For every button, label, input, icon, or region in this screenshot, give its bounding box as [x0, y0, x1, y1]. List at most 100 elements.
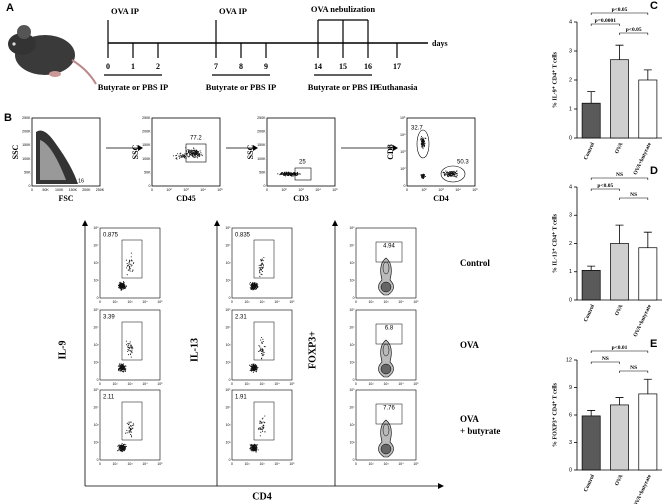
event-dot [286, 171, 288, 173]
event-dot [199, 150, 201, 152]
flow-tick-label: 0 [151, 188, 153, 192]
event-dot [287, 174, 289, 176]
event-dot [188, 156, 190, 158]
y-tick-label: 1 [569, 106, 572, 112]
flow-tick-label: 10³ [260, 462, 266, 466]
flow-plot: 0 10² 10³ 10⁴ 10⁵ 0 10² 10³ 10⁴ 10⁵ 7.76 [349, 388, 419, 466]
flow-tick-label: 10² [369, 462, 375, 466]
event-dot [255, 366, 257, 368]
event-dot [249, 282, 251, 284]
event-dot [452, 174, 454, 176]
flow-tick-label: 10⁴ [398, 300, 404, 304]
y-tick-label: 2 [569, 241, 572, 247]
flow-tick-label: 10⁴ [349, 405, 355, 409]
event-dot [261, 348, 264, 350]
day-label: 16 [364, 62, 372, 71]
event-dot [447, 173, 449, 175]
event-dot [130, 350, 132, 352]
gate-value: 2.11 [103, 395, 115, 401]
event-dot [121, 370, 123, 372]
flow-tick-label: 0 [97, 378, 99, 382]
event-dot [421, 145, 423, 147]
flow-tick-label: 10⁴ [349, 325, 355, 329]
event-dot [262, 430, 264, 432]
flow-tick-label: 10² [281, 188, 287, 192]
event-dot [121, 447, 123, 450]
flow-axis-label: FSC [58, 194, 73, 203]
event-dot [296, 171, 298, 173]
flow-tick-label: 10⁴ [200, 188, 206, 192]
flow-tick-label: 10² [113, 462, 119, 466]
event-dot [250, 369, 252, 371]
event-dot [123, 443, 125, 445]
event-dot [122, 281, 125, 283]
event-dot [256, 285, 258, 287]
flow-tick-label: 10³ [226, 343, 232, 347]
event-dot [125, 267, 128, 269]
flow-tick-label: 0 [404, 184, 406, 188]
density-core [40, 140, 66, 180]
flow-axis-label: CD3 [293, 194, 309, 203]
event-dot [120, 286, 122, 288]
event-dot [118, 287, 120, 289]
event-dot [262, 355, 264, 357]
gate [121, 239, 143, 279]
event-dot [129, 431, 131, 433]
event-dot [196, 153, 199, 155]
event-dot [252, 283, 254, 285]
event-dot [131, 264, 133, 266]
event-dot [191, 149, 193, 151]
event-dot [262, 264, 265, 266]
flow-tick-label: 10² [245, 300, 251, 304]
y-tick-label: 4 [569, 19, 572, 25]
event-dot [261, 342, 264, 344]
event-dot [122, 286, 125, 288]
event-dot [447, 171, 449, 174]
event-dot [297, 173, 299, 175]
x-tick-label: OVA+butyrate [633, 473, 653, 504]
event-dot [253, 443, 255, 445]
event-dot [119, 446, 121, 448]
event-dot [130, 356, 132, 358]
event-dot [253, 365, 255, 367]
event-dot [425, 176, 427, 178]
event-dot [121, 283, 123, 285]
x-tick-label: OVA [614, 474, 624, 487]
flow-tick-label: 10³ [260, 382, 266, 386]
flow-tick-label: 10² [113, 382, 119, 386]
event-dot [256, 283, 258, 285]
event-dot [127, 265, 129, 267]
event-dot [184, 157, 186, 159]
y-tick-label: 4 [569, 184, 572, 190]
event-dot [129, 344, 131, 346]
flow-tick-label: 10⁴ [274, 382, 280, 386]
significance-bracket [619, 32, 649, 35]
event-dot [281, 173, 283, 175]
error-bar [643, 69, 652, 80]
y-tick-label: 0 [569, 467, 572, 473]
event-dot [128, 349, 130, 351]
event-dot [453, 171, 455, 173]
event-dot [287, 172, 289, 174]
event-dot [251, 288, 253, 290]
event-dot [254, 284, 256, 286]
flow-tick-label: 10⁴ [225, 243, 231, 247]
event-dot [186, 153, 189, 155]
event-dot [197, 151, 199, 153]
event-dot [119, 367, 121, 369]
flow-tick-label: 10³ [384, 300, 390, 304]
event-dot [449, 173, 451, 175]
event-dot [119, 364, 121, 366]
event-dot [129, 270, 131, 272]
event-dot [119, 286, 121, 288]
event-dot [420, 135, 423, 138]
event-dot [192, 156, 194, 158]
event-dot [193, 152, 195, 155]
event-dot [129, 267, 131, 269]
event-dot [177, 153, 179, 155]
flow-tick-label: 10⁵ [289, 462, 295, 466]
event-dot [130, 263, 132, 265]
flow-plot: 0 10² 10³ 10⁴ 10⁵ 0 10² 10³ 10⁴ 10⁵ 0.875 [93, 226, 163, 304]
event-dot [194, 157, 196, 159]
flow-tick-label: 10² [94, 360, 100, 364]
